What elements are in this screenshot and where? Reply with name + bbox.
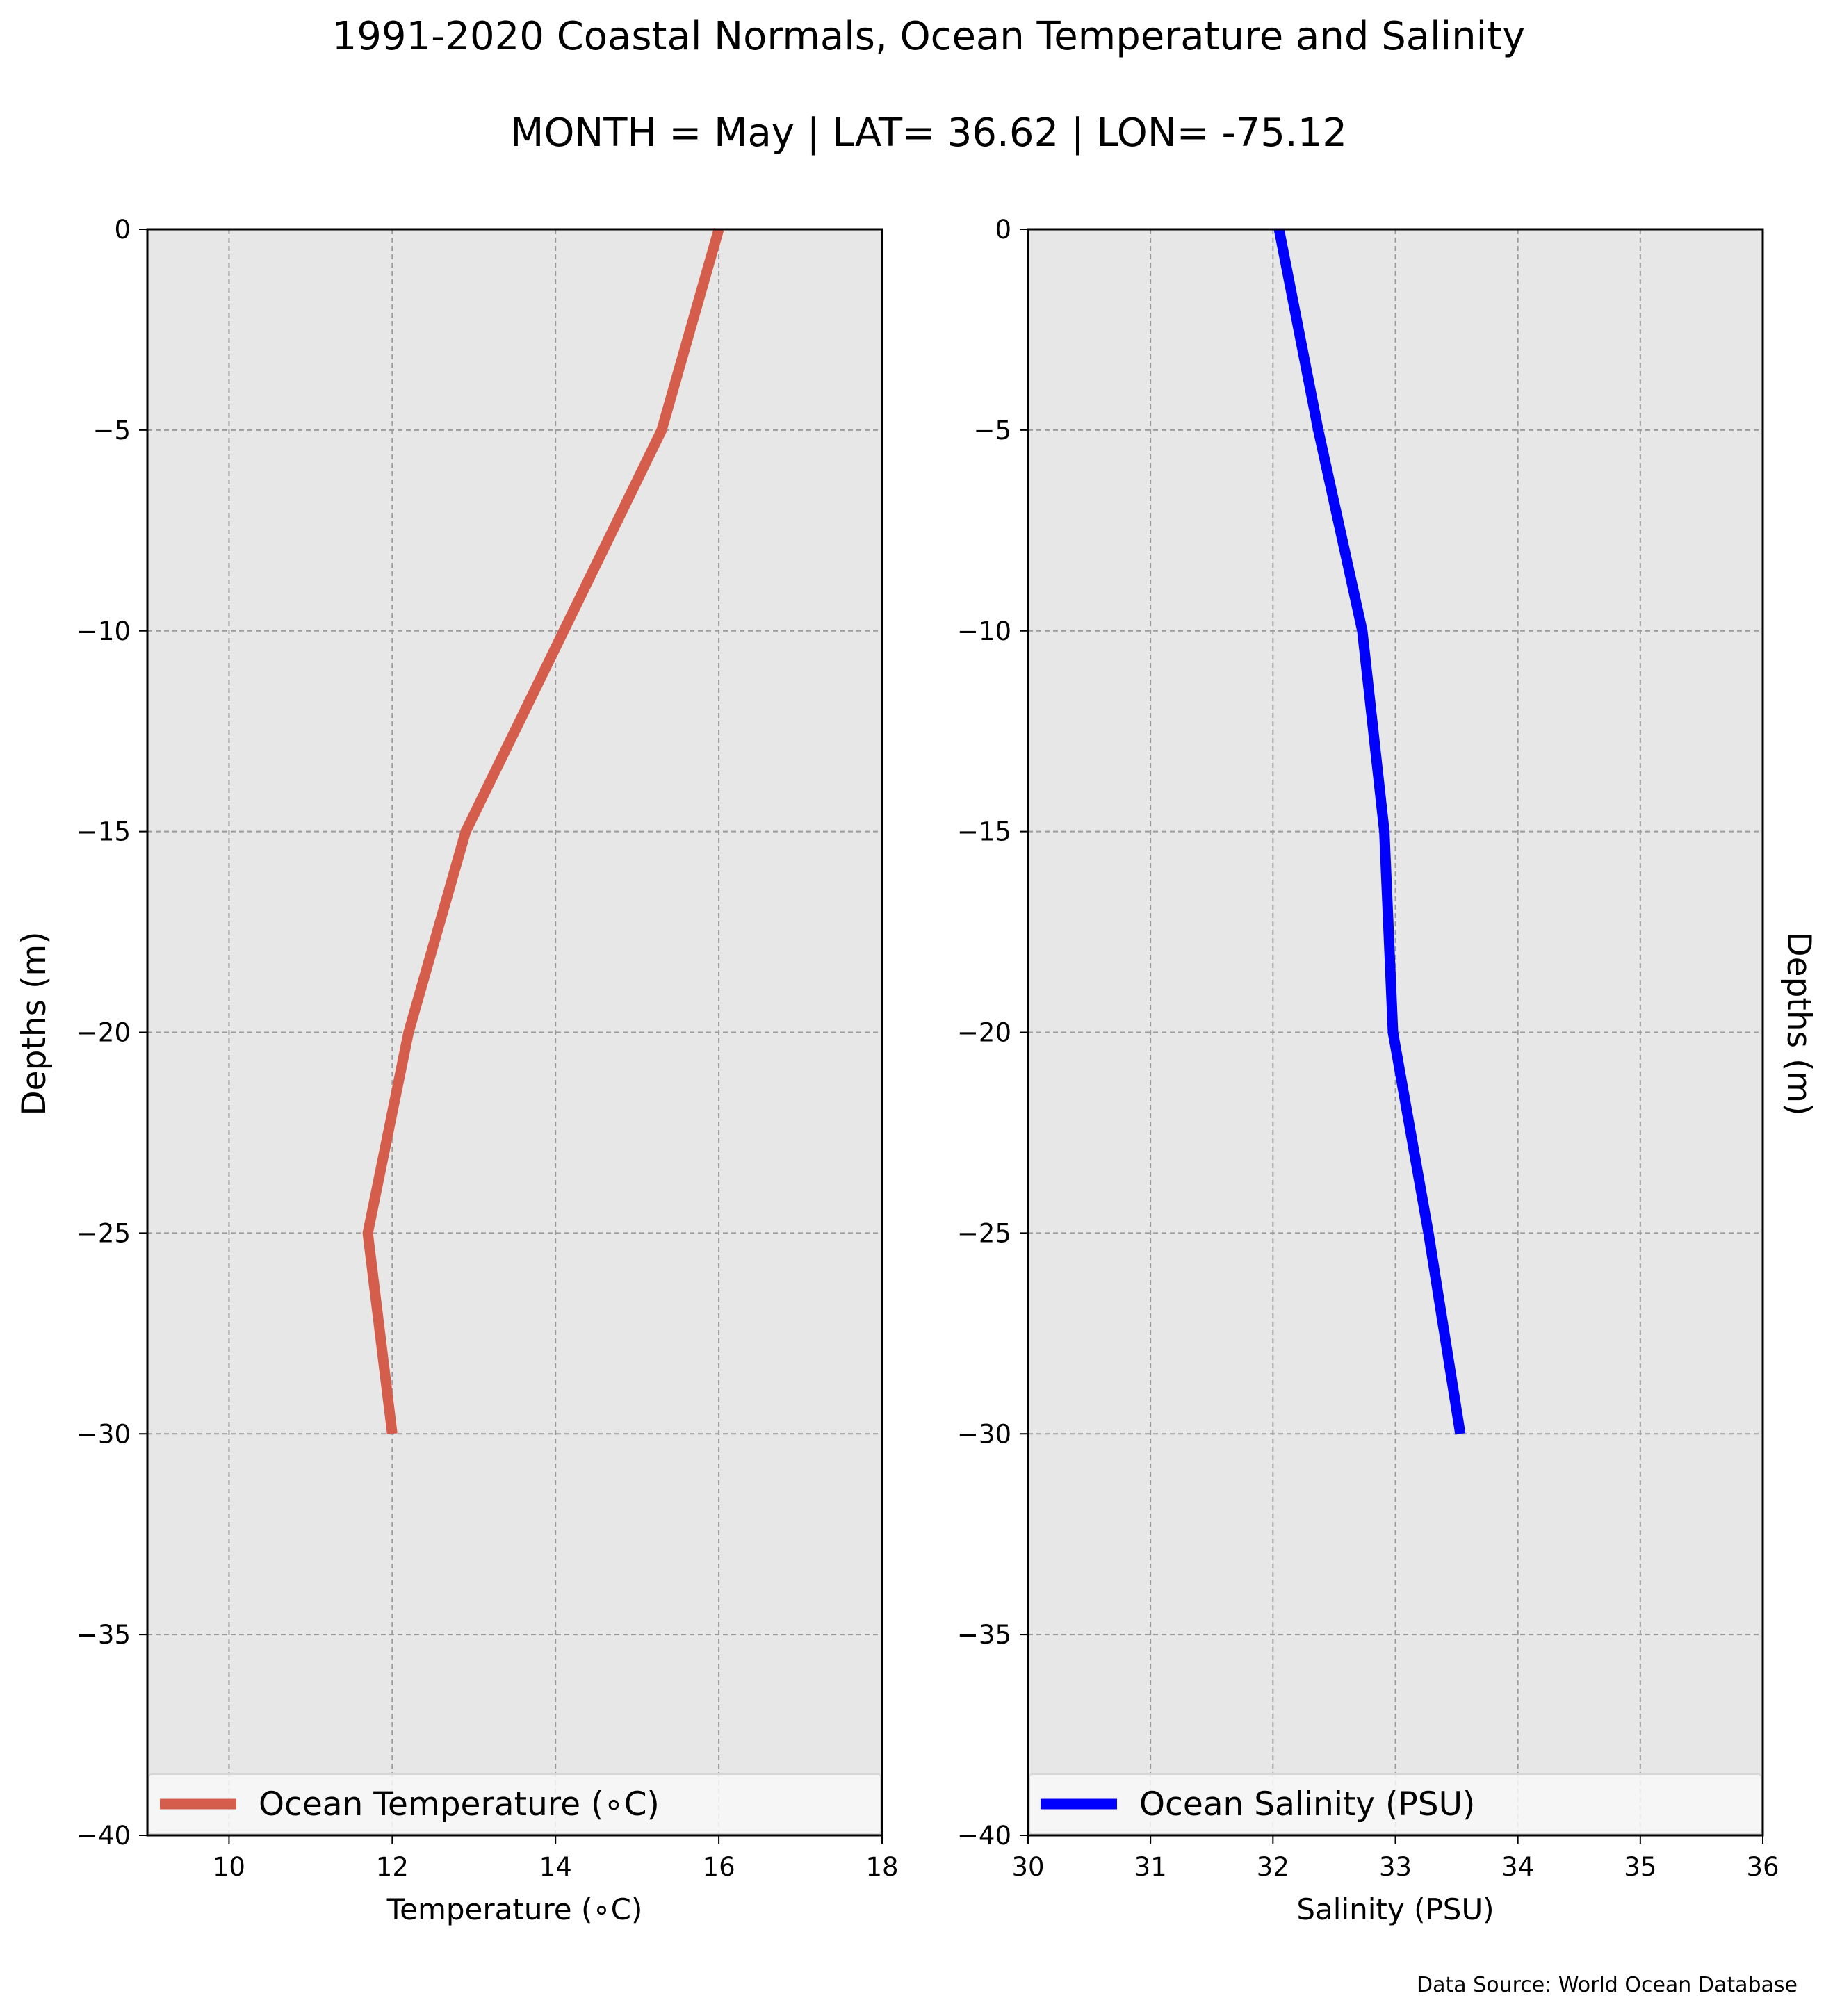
chart-subtitle: MONTH = May | LAT= 36.62 | LON= -75.12 — [510, 110, 1347, 156]
salinity-panel: Ocean Salinity (PSU) 30 31 32 33 34 35 36 0 −5 −10… — [957, 215, 1779, 1926]
salinity-ytick-label-8: −40 — [957, 1821, 1011, 1851]
salinity-xtick-label-4: 34 — [1501, 1852, 1534, 1882]
temperature-xtick-label-4: 18 — [865, 1852, 898, 1882]
left-ylabel: Depths (m) — [15, 931, 54, 1115]
temperature-ytick-label-6: −30 — [76, 1419, 131, 1449]
temperature-ytick-label-1: −5 — [92, 416, 131, 445]
temperature-xtick-label-2: 14 — [539, 1852, 572, 1882]
salinity-ytick-label-4: −20 — [957, 1018, 1011, 1048]
temperature-xtick-label-0: 10 — [213, 1852, 245, 1882]
salinity-xtick-label-3: 33 — [1379, 1852, 1412, 1882]
temperature-ytick-label-7: −35 — [76, 1620, 131, 1650]
salinity-xtick-label-2: 32 — [1257, 1852, 1289, 1882]
salinity-xlabel: Salinity (PSU) — [1296, 1892, 1494, 1926]
salinity-xtick-label-6: 36 — [1746, 1852, 1779, 1882]
temperature-ytick-label-3: −15 — [76, 817, 131, 847]
salinity-ytick-label-2: −10 — [957, 616, 1011, 646]
temperature-xtick-label-1: 12 — [376, 1852, 409, 1882]
salinity-ytick-label-6: −30 — [957, 1419, 1011, 1449]
salinity-legend: Ocean Salinity (PSU) — [1029, 1773, 1762, 1835]
temperature-ytick-label-2: −10 — [76, 616, 131, 646]
salinity-xtick-label-5: 35 — [1624, 1852, 1656, 1882]
temperature-xlabel: Temperature (∘C) — [386, 1892, 643, 1926]
salinity-ytick-label-5: −25 — [957, 1218, 1011, 1248]
temperature-ytick-label-8: −40 — [76, 1821, 131, 1851]
salinity-xtick-label-0: 30 — [1011, 1852, 1044, 1882]
temperature-legend-box — [148, 1773, 881, 1835]
chart-title: 1991-2020 Coastal Normals, Ocean Tempera… — [332, 14, 1526, 59]
temperature-series-line-0 — [362, 227, 724, 1435]
temperature-legend: Ocean Temperature (∘C) — [148, 1773, 881, 1835]
temperature-ytick-label-0: 0 — [114, 215, 131, 245]
temperature-panel: Ocean Temperature (∘C) 10 12 14 16 18 0 −5 −10 −1… — [76, 215, 899, 1926]
salinity-series-line-0 — [1273, 228, 1466, 1435]
temperature-legend-label: Ocean Temperature (∘C) — [259, 1785, 660, 1824]
salinity-legend-label: Ocean Salinity (PSU) — [1139, 1785, 1475, 1824]
salinity-ytick-label-7: −35 — [957, 1620, 1011, 1650]
temperature-ytick-label-5: −25 — [76, 1218, 131, 1248]
salinity-legend-box — [1029, 1773, 1762, 1835]
salinity-xtick-label-1: 31 — [1134, 1852, 1167, 1882]
salinity-ytick-label-1: −5 — [973, 416, 1011, 445]
temperature-ytick-label-4: −20 — [76, 1018, 131, 1048]
salinity-ytick-label-3: −15 — [957, 817, 1011, 847]
salinity-ytick-label-0: 0 — [995, 215, 1011, 245]
temperature-xtick-label-3: 16 — [703, 1852, 735, 1882]
data-source-note: Data Source: World Ocean Database — [1417, 1973, 1798, 1997]
right-ylabel: Depths (m) — [1779, 931, 1818, 1115]
